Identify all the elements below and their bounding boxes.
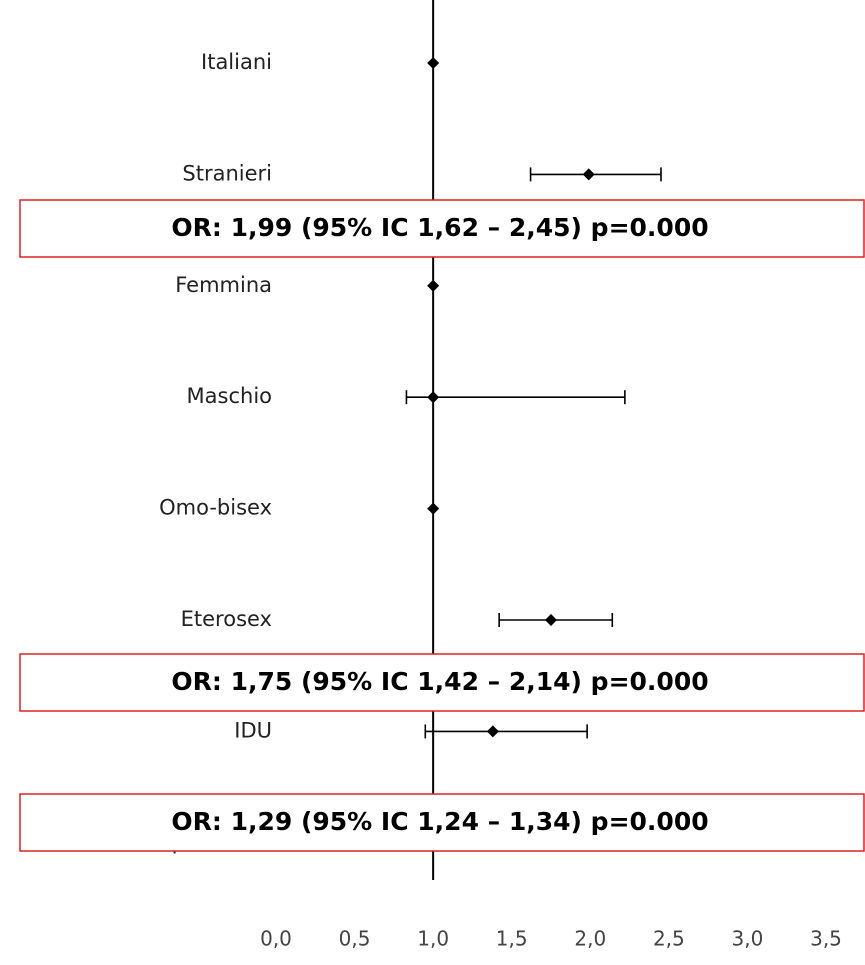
annotation: OR: 1,75 (95% IC 1,42 – 2,14) p=0.000 bbox=[171, 667, 708, 696]
x-tick-label: 3,0 bbox=[732, 927, 764, 951]
x-tick-label: 2,0 bbox=[574, 927, 606, 951]
annotation-box bbox=[19, 653, 865, 712]
x-tick-label: 0,0 bbox=[260, 927, 292, 951]
point-estimate bbox=[486, 725, 499, 738]
x-tick-label: 1,0 bbox=[417, 927, 449, 951]
category-label: Eterosex bbox=[181, 607, 272, 631]
x-tick-label: 2,5 bbox=[653, 927, 685, 951]
category-label: Maschio bbox=[187, 384, 272, 408]
category-label: IDU bbox=[234, 718, 272, 742]
point-estimate bbox=[427, 391, 440, 404]
x-tick-label: 3,5 bbox=[810, 927, 842, 951]
x-tick-label: 0,5 bbox=[339, 927, 371, 951]
point-estimate bbox=[427, 57, 440, 69]
annotation-box bbox=[19, 793, 865, 852]
category-label: Italiani bbox=[201, 50, 272, 74]
point-estimate bbox=[582, 168, 595, 181]
annotation: OR: 1,99 (95% IC 1,62 – 2,45) p=0.000 bbox=[171, 213, 708, 242]
category-label: Stranieri bbox=[182, 161, 272, 185]
point-estimate bbox=[427, 502, 440, 515]
point-estimate bbox=[545, 614, 557, 626]
x-tick-label: 1,5 bbox=[496, 927, 528, 951]
category-label: Femmina bbox=[175, 273, 272, 297]
category-label: Omo-bisex bbox=[159, 496, 272, 520]
annotation-box bbox=[19, 199, 865, 258]
point-estimate bbox=[427, 279, 440, 292]
annotation: OR: 1,29 (95% IC 1,24 – 1,34) p=0.000 bbox=[171, 807, 708, 836]
